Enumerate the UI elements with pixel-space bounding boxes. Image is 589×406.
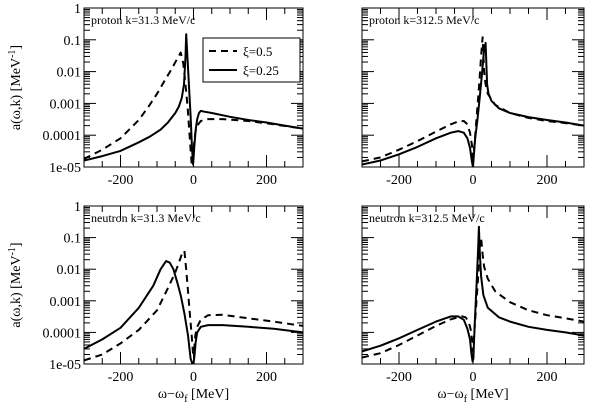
x-tick-label: -200 [108,370,134,385]
panel-label: neutron k=312.5 MeV/c [369,211,485,225]
series-line-dashed [362,236,584,359]
x-axis-title: ω−ωf [MeV] [437,387,508,405]
panel-label: neutron k=31.3 MeV/c [91,211,201,225]
plot-frame [361,7,585,168]
panel-1: 1e-05 0.0001 0.001 0.01 0.1 1 -200 0 200 proton k… [7,2,304,188]
y-tick-label: 0.001 [50,97,82,112]
y-tick-label: 0.1 [64,232,82,247]
x-tick-label: 200 [256,173,277,188]
panel-label: proton k=31.3 MeV/c [91,13,195,27]
y-tick-label: 0.0001 [43,326,82,341]
panel-2: -200 0 200 proton k=312.5 MeV/c [361,7,585,188]
y-axis-title: a(ω,k) [MeV-1] [7,242,24,327]
x-tick-label: 0 [470,370,477,385]
y-tick-label: 0.1 [64,34,82,49]
y-tick-label: 1e-05 [49,358,81,373]
y-tick-label: 1 [74,200,81,215]
y-tick-label: 1 [74,2,81,17]
x-tick-label: -200 [386,370,412,385]
legend-label: ξ=0.25 [243,63,279,78]
panel-3: 1e-05 0.0001 0.001 0.01 0.1 1 -200 0 200 neutron … [7,200,304,405]
y-axis-title: a(ω,k) [MeV-1] [7,45,24,130]
y-tick-label: 1e-05 [49,161,81,176]
series-line-dashed [84,51,303,166]
series-line-solid [362,225,584,363]
panel-4: -200 0 200 neutron k=312.5 MeV/c ω−ωf [MeV] [361,205,585,405]
x-tick-label: 200 [256,370,277,385]
legend-label: ξ=0.5 [243,44,272,59]
series-line-dashed [362,36,584,163]
legend: ξ=0.5 ξ=0.25 [202,37,301,83]
panel-label: proton k=312.5 MeV/c [369,13,479,27]
x-tick-label: 200 [537,370,558,385]
series-line-solid [84,33,303,166]
x-tick-label: 200 [537,173,558,188]
y-tick-label: 0.01 [57,263,82,278]
x-tick-label: -200 [386,173,412,188]
x-tick-label: 0 [190,370,197,385]
series-line-solid [362,41,584,167]
y-tick-label: 0.01 [57,66,82,81]
legend-box [202,37,301,83]
plot-frame [83,205,304,365]
y-tick-label: 0.001 [50,295,82,310]
series-line-dashed [84,249,303,362]
series-line-solid [84,260,303,364]
x-tick-label: 0 [190,173,197,188]
x-axis-title: ω−ωf [MeV] [158,387,229,405]
x-tick-label: 0 [470,173,477,188]
y-tick-label: 0.0001 [43,129,82,144]
x-tick-label: -200 [108,173,134,188]
